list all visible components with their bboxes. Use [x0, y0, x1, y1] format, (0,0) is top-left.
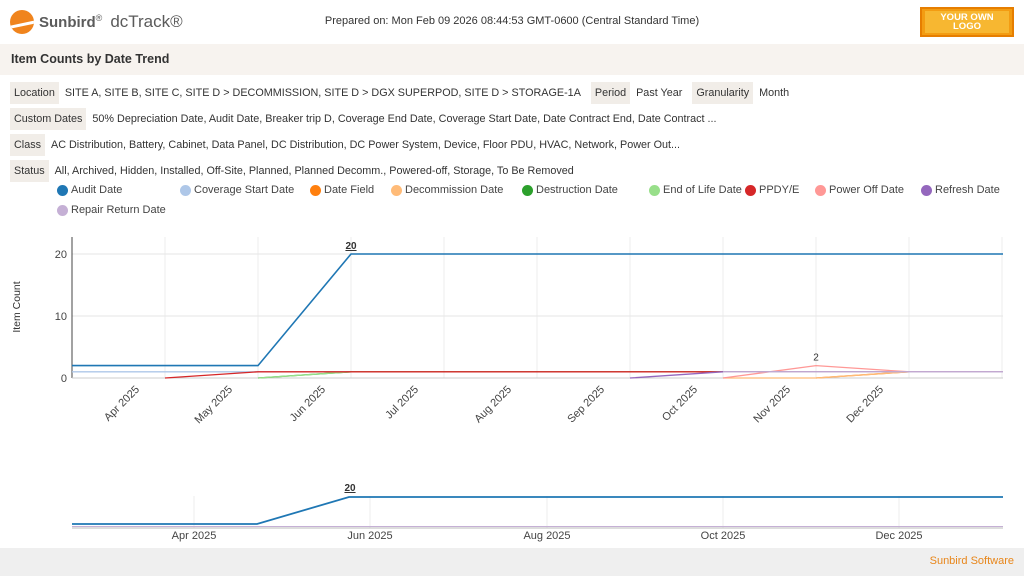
custom-logo-text: YOUR OWN LOGO	[925, 11, 1009, 33]
legend-marker-icon	[815, 184, 826, 196]
filter-row-status: Status All, Archived, Hidden, Installed,…	[10, 158, 795, 184]
y-axis-label: Item Count	[11, 281, 23, 332]
class-value: AC Distribution, Battery, Cabinet, Data …	[51, 139, 681, 151]
x-tick-label: Aug 2025	[472, 384, 514, 426]
filter-summary: Location SITE A, SITE B, SITE C, SITE D …	[10, 80, 795, 184]
granularity-value: Month	[759, 87, 790, 99]
report-title: Item Counts by Date Trend	[0, 44, 1024, 75]
product-name: dcTrack®	[110, 12, 183, 31]
data-label: 2	[813, 353, 819, 364]
x-tick-label: Sep 2025	[565, 384, 607, 426]
legend-marker-icon	[745, 184, 756, 196]
navigator-tick-label: Apr 2025	[172, 530, 217, 542]
legend-item[interactable]: Coverage Start Date	[180, 184, 294, 196]
x-tick-label: Jul 2025	[383, 384, 421, 422]
top-bar: Sunbird® dcTrack® Prepared on: Mon Feb 0…	[0, 0, 1024, 44]
legend-item[interactable]: Refresh Date	[921, 184, 1000, 196]
class-label: Class	[10, 134, 45, 156]
legend-label: Date Field	[324, 184, 375, 196]
legend-marker-icon	[310, 184, 321, 196]
legend-label: Power Off Date	[829, 184, 904, 196]
legend-marker-icon	[57, 204, 68, 216]
filter-row-class: Class AC Distribution, Battery, Cabinet,…	[10, 132, 795, 158]
navigator-data-label: 20	[344, 483, 356, 494]
custom-logo: YOUR OWN LOGO	[920, 7, 1014, 37]
x-tick-label: Dec 2025	[844, 384, 886, 426]
report-panel: Item Counts by Date Trend Location SITE …	[0, 44, 1024, 548]
legend-label: Destruction Date	[536, 184, 618, 196]
status-value: All, Archived, Hidden, Installed, Off-Si…	[54, 165, 574, 177]
y-tick-label: 10	[55, 311, 67, 323]
navigator-tick-label: Aug 2025	[523, 530, 570, 542]
legend-item[interactable]: Repair Return Date	[57, 204, 166, 216]
legend-marker-icon	[921, 184, 932, 196]
navigator-tick-label: Jun 2025	[347, 530, 392, 542]
period-value: Past Year	[636, 87, 683, 99]
legend-label: Refresh Date	[935, 184, 1000, 196]
x-tick-label: Nov 2025	[751, 384, 793, 426]
sunbird-logo-icon	[10, 10, 34, 34]
legend-item[interactable]: End of Life Date	[649, 184, 742, 196]
navigator-tick-label: Dec 2025	[875, 530, 922, 542]
data-label: 20	[345, 241, 357, 252]
y-tick-label: 20	[55, 249, 67, 261]
x-tick-label: Oct 2025	[660, 384, 700, 424]
legend-item[interactable]: PPDY/E	[745, 184, 799, 196]
status-label: Status	[10, 160, 49, 182]
location-label: Location	[10, 82, 59, 104]
x-tick-label: Jun 2025	[288, 384, 328, 424]
legend-marker-icon	[649, 184, 660, 196]
legend-item[interactable]: Decommission Date	[391, 184, 503, 196]
brand-logo: Sunbird® dcTrack®	[10, 9, 183, 35]
legend-item[interactable]: Power Off Date	[815, 184, 904, 196]
series-line	[164, 371, 1003, 379]
legend-label: Decommission Date	[405, 184, 504, 196]
legend-label: Coverage Start Date	[194, 184, 295, 196]
y-tick-label: 0	[61, 373, 67, 385]
legend-marker-icon	[391, 184, 402, 196]
legend-label: End of Life Date	[663, 184, 742, 196]
legend-label: PPDY/E	[759, 184, 800, 196]
location-value: SITE A, SITE B, SITE C, SITE D > DECOMMI…	[64, 87, 581, 99]
custom-dates-label: Custom Dates	[10, 108, 87, 130]
filter-row-location: Location SITE A, SITE B, SITE C, SITE D …	[10, 80, 795, 106]
legend-marker-icon	[57, 184, 68, 196]
x-tick-label: May 2025	[192, 384, 235, 427]
legend-marker-icon	[522, 184, 533, 196]
period-label: Period	[590, 82, 631, 104]
x-tick-label: Apr 2025	[102, 384, 142, 424]
custom-dates-value: 50% Depreciation Date, Audit Date, Break…	[92, 113, 717, 125]
legend-marker-icon	[180, 184, 191, 196]
legend-item[interactable]: Audit Date	[57, 184, 122, 196]
navigator-tick-label: Oct 2025	[701, 530, 746, 542]
brand-name: Sunbird®	[39, 13, 103, 31]
filter-row-custom-dates: Custom Dates 50% Depreciation Date, Audi…	[10, 106, 795, 132]
series-line	[72, 253, 1003, 367]
legend-label: Repair Return Date	[71, 204, 166, 216]
legend-item[interactable]: Destruction Date	[522, 184, 618, 196]
legend-item[interactable]: Date Field	[310, 184, 374, 196]
prepared-on-text: Prepared on: Mon Feb 09 2026 08:44:53 GM…	[324, 15, 700, 27]
footer-link[interactable]: Sunbird Software	[929, 555, 1014, 567]
legend-label: Audit Date	[71, 184, 123, 196]
granularity-label: Granularity	[692, 82, 754, 104]
navigator-primary-line	[72, 496, 1003, 525]
